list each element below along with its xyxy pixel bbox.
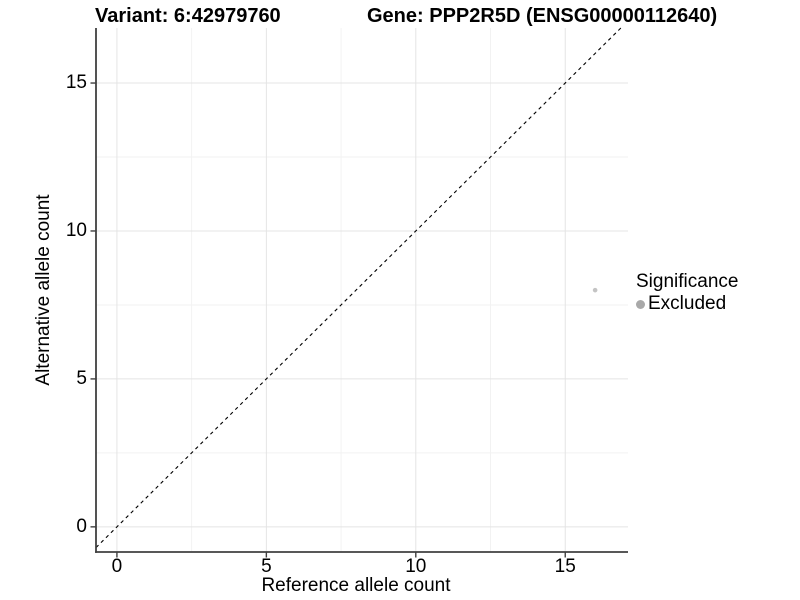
- x-tick-label: 5: [261, 556, 272, 577]
- x-tick-label: 15: [554, 556, 576, 577]
- y-tick-label: 0: [76, 515, 87, 537]
- x-tick-label: 0: [111, 556, 123, 577]
- plot-title-gene: Gene: PPP2R5D (ENSG00000112640): [367, 5, 718, 27]
- y-tick-label: 10: [65, 219, 87, 241]
- y-tick-label: 15: [65, 72, 87, 94]
- legend-entry-label: Excluded: [648, 293, 727, 314]
- y-axis-title: Alternative allele count: [33, 194, 54, 386]
- identity-dashed-line: [95, 27, 622, 548]
- plot-title-variant: Variant: 6:42979760: [95, 5, 281, 27]
- x-axis-title: Reference allele count: [261, 575, 451, 596]
- legend-entry-excluded: Excluded: [636, 293, 738, 314]
- x-tick-label: 10: [405, 556, 427, 577]
- legend-title: Significance: [636, 271, 739, 292]
- y-tick-label: 5: [76, 367, 87, 389]
- legend-circle-marker-icon: [636, 299, 645, 309]
- legend: Significance Excluded: [636, 271, 738, 314]
- plot-panel: [90, 27, 628, 558]
- data-point-excluded: [592, 287, 598, 293]
